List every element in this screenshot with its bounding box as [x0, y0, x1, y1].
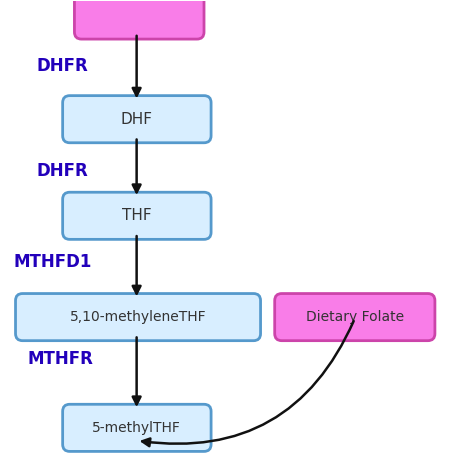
Text: 5,10-methyleneTHF: 5,10-methyleneTHF [70, 310, 206, 324]
Text: MTHFD1: MTHFD1 [13, 253, 91, 271]
Text: Dietary Folate: Dietary Folate [306, 310, 404, 324]
FancyBboxPatch shape [63, 96, 211, 143]
FancyBboxPatch shape [74, 0, 204, 39]
FancyBboxPatch shape [275, 293, 435, 341]
Text: DHFR: DHFR [36, 162, 89, 180]
Text: MTHFR: MTHFR [27, 350, 93, 367]
Text: THF: THF [122, 208, 152, 223]
FancyBboxPatch shape [16, 293, 261, 341]
Text: DHFR: DHFR [36, 57, 89, 75]
Text: 5-methylTHF: 5-methylTHF [92, 421, 181, 435]
Text: DHF: DHF [121, 112, 153, 127]
FancyBboxPatch shape [63, 192, 211, 239]
FancyBboxPatch shape [63, 404, 211, 451]
